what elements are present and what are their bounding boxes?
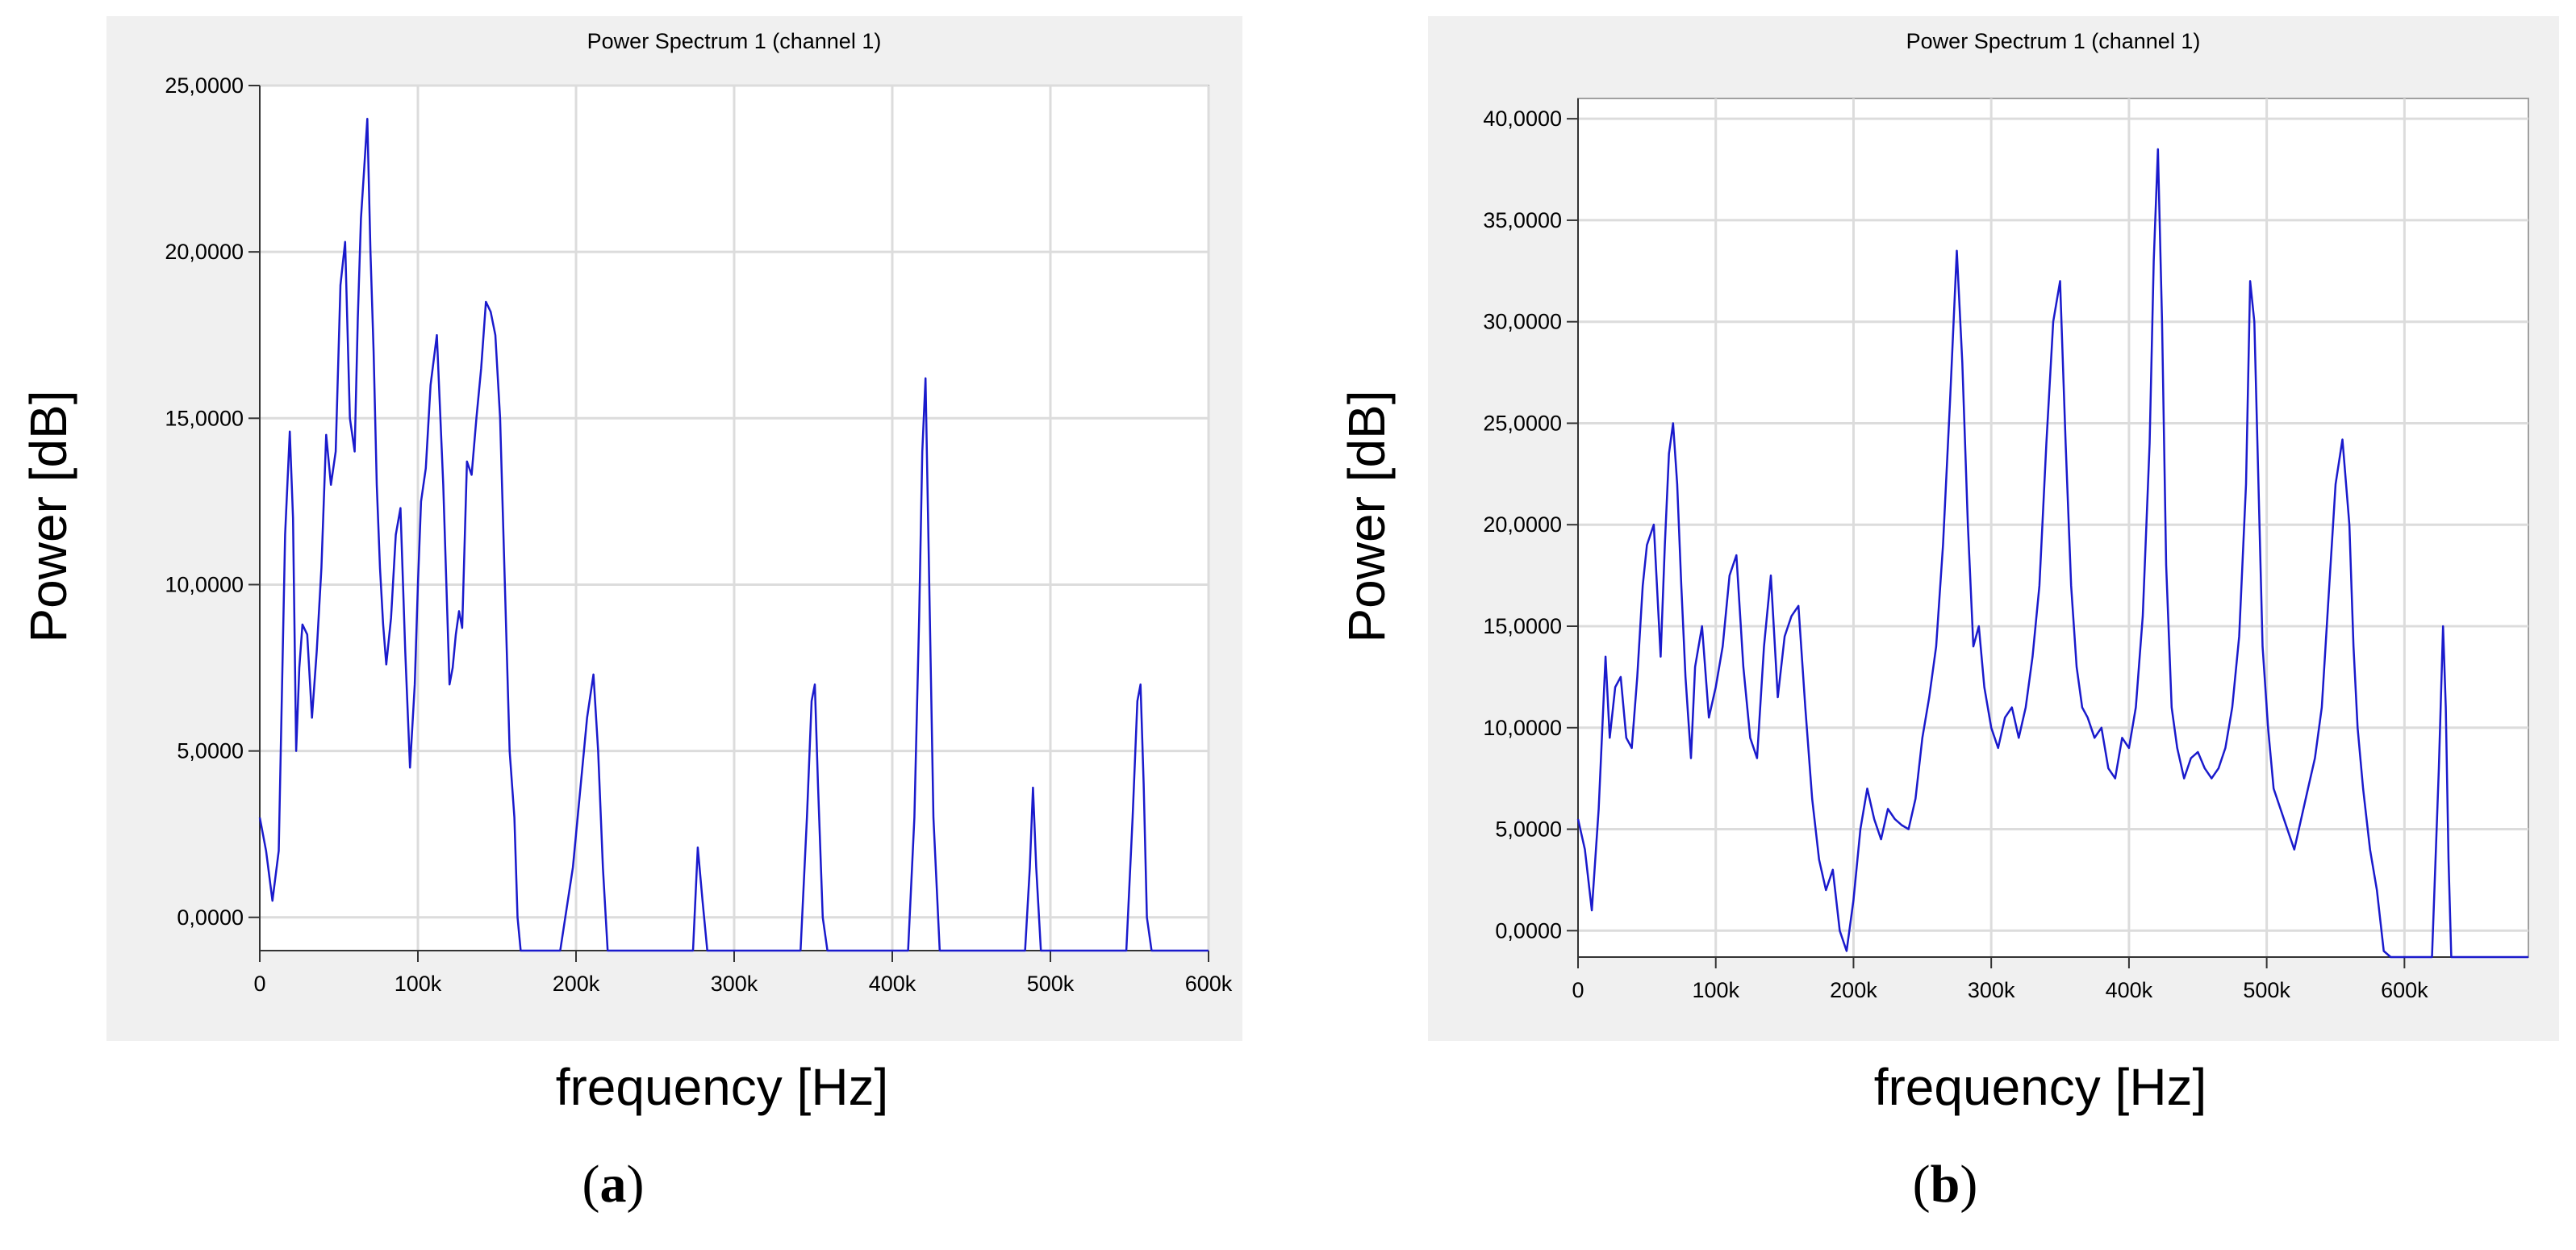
x-tick-label-a: 200k [553, 972, 600, 996]
y-tick-label-a: 5,0000 [177, 739, 244, 763]
y-tick-label-b: 20,0000 [1483, 512, 1562, 537]
y-tick-label-a: 10,0000 [165, 572, 244, 596]
y-tick-label-b: 15,0000 [1483, 614, 1562, 638]
chart-b: Power Spectrum 1 (channel 1) 0 100k 200k 300… [1428, 16, 2559, 1041]
x-tick-label-b: 300k [1968, 978, 2015, 1002]
panel-b: Power Spectrum 1 (channel 1) 0 100k 200k 300… [1288, 0, 2575, 1250]
panel-a: Power Spectrum 1 (channel 1) 0 100k 200k 300… [19, 16, 1242, 1214]
x-tick-label-a: 500k [1027, 972, 1075, 996]
x-tick-label-b: 500k [2243, 978, 2290, 1002]
x-tick-label-a: 0 [253, 972, 265, 996]
panel-letter-a: a [599, 1155, 627, 1214]
chart-title-b: Power Spectrum 1 (channel 1) [1906, 29, 2201, 53]
y-tick-label-b: 30,0000 [1483, 310, 1562, 334]
chart-a: Power Spectrum 1 (channel 1) 0 100k 200k 300… [106, 16, 1242, 1041]
x-tick-label-b: 200k [1830, 978, 1877, 1002]
x-tick-label-b: 100k [1692, 978, 1739, 1002]
y-tick-label-b: 0,0000 [1495, 918, 1562, 943]
y-axis-label-b: Power [dB] [1338, 390, 1396, 643]
panel-label-a: (a) [582, 1155, 645, 1214]
y-axis-label-a: Power [dB] [19, 390, 77, 643]
panel-label-b: (b) [1912, 1155, 1978, 1214]
y-tick-label-a: 20,0000 [165, 240, 244, 264]
x-tick-label-a: 300k [711, 972, 758, 996]
spectrum-line-a [258, 117, 1209, 952]
chart-title-a: Power Spectrum 1 (channel 1) [587, 29, 882, 53]
y-tick-label-b: 5,0000 [1495, 817, 1562, 842]
x-tick-label-a: 600k [1185, 972, 1233, 996]
y-tick-label-a: 25,0000 [165, 73, 244, 98]
x-tick-label-a: 100k [395, 972, 442, 996]
spectrum-line-b [1576, 148, 2528, 959]
x-axis-label-a: frequency [Hz] [555, 1058, 889, 1116]
plot-area-b [1577, 98, 2529, 958]
y-tick-label-b: 25,0000 [1483, 411, 1562, 435]
x-tick-label-b: 600k [2381, 978, 2428, 1002]
y-tick-label-b: 10,0000 [1483, 716, 1562, 740]
y-tick-label-b: 40,0000 [1483, 107, 1562, 131]
x-tick-label-a: 400k [869, 972, 916, 996]
x-tick-label-b: 0 [1572, 978, 1584, 1002]
panel-letter-b: b [1930, 1155, 1960, 1214]
x-tick-label-b: 400k [2106, 978, 2153, 1002]
y-tick-label-a: 15,0000 [165, 406, 244, 430]
y-tick-label-a: 0,0000 [177, 905, 244, 930]
x-axis-label-b: frequency [Hz] [1873, 1058, 2207, 1116]
y-tick-label-b: 35,0000 [1483, 208, 1562, 232]
